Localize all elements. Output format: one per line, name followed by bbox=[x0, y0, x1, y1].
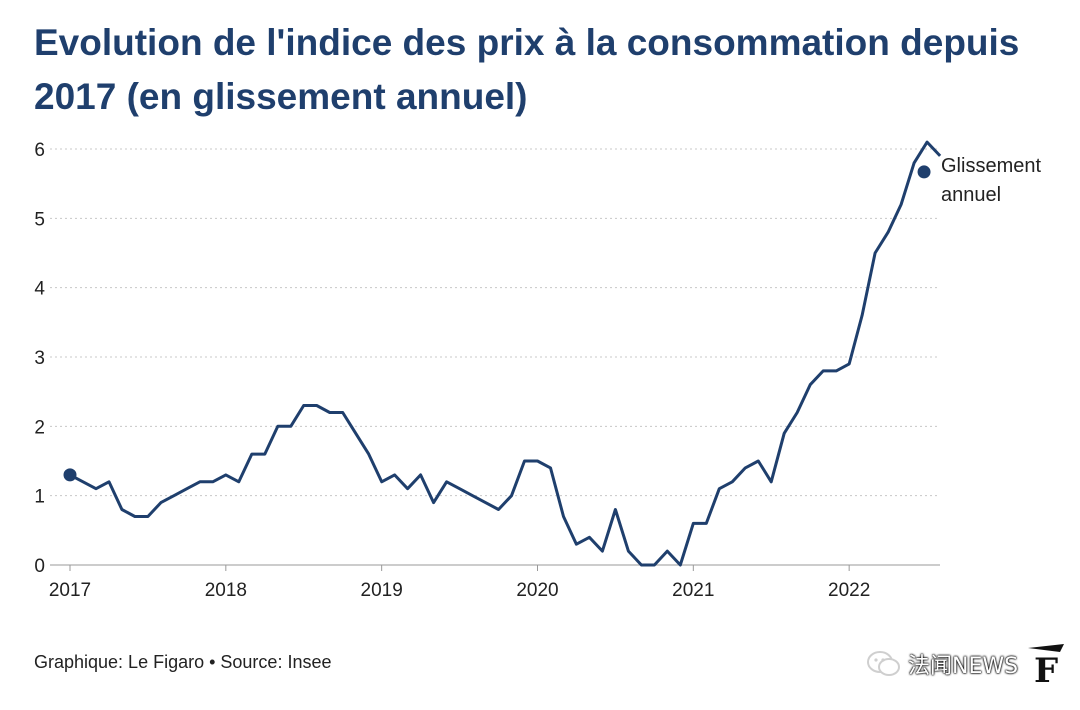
series-line bbox=[69, 140, 942, 567]
y-tick-label: 0 bbox=[34, 556, 45, 577]
annotations: Glissement annuel bbox=[941, 155, 1041, 206]
y-axis-ticks: 0 1 2 3 4 5 6 bbox=[34, 140, 45, 577]
x-tick-label: 2022 bbox=[828, 580, 870, 601]
source-footer: Graphique: Le Figaro • Source: Insee bbox=[34, 652, 332, 672]
y-tick-label: 1 bbox=[34, 487, 45, 508]
series-group bbox=[63, 140, 942, 567]
x-tick-label: 2020 bbox=[516, 580, 558, 601]
le-figaro-logo-icon: F bbox=[1028, 644, 1065, 686]
watermark-text: 法闻NEWS bbox=[908, 654, 1019, 679]
wechat-icon bbox=[867, 651, 900, 676]
x-tick-label: 2018 bbox=[205, 580, 247, 601]
series-label: Glissement bbox=[941, 155, 1041, 177]
y-tick-label: 2 bbox=[34, 417, 45, 438]
series-label: annuel bbox=[941, 184, 1001, 206]
logo-letter: F bbox=[1034, 651, 1058, 686]
x-tick-label: 2021 bbox=[672, 580, 714, 601]
y-tick-label: 4 bbox=[34, 279, 45, 300]
x-tick-label: 2017 bbox=[49, 580, 91, 601]
x-axis-ticks: 2017 2018 2019 2020 2021 2022 bbox=[49, 565, 870, 601]
y-tick-label: 3 bbox=[34, 348, 45, 369]
y-tick-label: 6 bbox=[34, 140, 45, 161]
line-chart: 0 1 2 3 4 5 6 2017 2018 2019 2020 2021 2022 Glissem… bbox=[34, 140, 1041, 601]
y-tick-label: 5 bbox=[34, 209, 45, 230]
chart-title: Evolution de l'indice des prix à la cons… bbox=[34, 22, 1020, 117]
wechat-watermark: 法闻NEWS F bbox=[866, 644, 1068, 686]
end-point-marker bbox=[917, 165, 931, 179]
x-tick-label: 2019 bbox=[361, 580, 403, 601]
grid-lines bbox=[50, 148, 940, 566]
start-point-marker bbox=[63, 468, 77, 482]
